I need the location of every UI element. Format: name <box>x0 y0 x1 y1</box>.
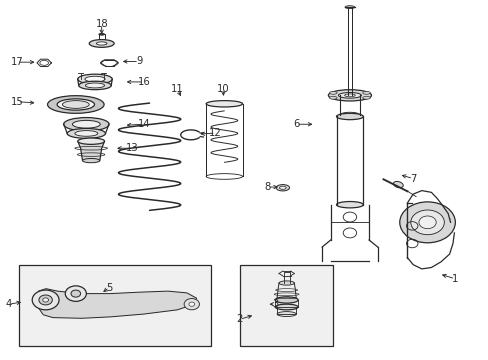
Ellipse shape <box>345 6 354 9</box>
Text: 12: 12 <box>209 128 222 138</box>
Ellipse shape <box>99 33 104 35</box>
Text: 5: 5 <box>106 283 112 293</box>
Text: 17: 17 <box>11 57 24 67</box>
Ellipse shape <box>79 81 111 90</box>
Ellipse shape <box>72 120 100 128</box>
Ellipse shape <box>96 42 107 45</box>
Text: 13: 13 <box>125 143 138 153</box>
Ellipse shape <box>89 40 114 48</box>
Text: 6: 6 <box>292 119 299 129</box>
Text: 2: 2 <box>236 314 243 324</box>
Circle shape <box>42 298 48 302</box>
Circle shape <box>32 290 59 310</box>
Bar <box>19 265 210 346</box>
Circle shape <box>399 202 454 243</box>
Ellipse shape <box>279 281 294 285</box>
Ellipse shape <box>85 76 105 82</box>
Circle shape <box>188 302 194 306</box>
Ellipse shape <box>67 129 105 138</box>
Ellipse shape <box>340 112 359 117</box>
Text: 14: 14 <box>137 119 150 129</box>
Ellipse shape <box>275 304 298 310</box>
Ellipse shape <box>393 181 403 188</box>
Ellipse shape <box>75 131 98 136</box>
Ellipse shape <box>63 118 109 131</box>
Ellipse shape <box>275 297 298 303</box>
Ellipse shape <box>206 100 242 107</box>
Text: 8: 8 <box>264 182 270 192</box>
Circle shape <box>410 210 444 235</box>
Ellipse shape <box>336 113 363 120</box>
Ellipse shape <box>362 91 369 94</box>
Polygon shape <box>38 289 196 318</box>
Text: 9: 9 <box>136 57 142 67</box>
Text: 7: 7 <box>409 174 415 184</box>
Text: 15: 15 <box>11 97 24 107</box>
Text: 1: 1 <box>451 274 458 284</box>
Ellipse shape <box>85 83 104 88</box>
Circle shape <box>418 216 435 229</box>
Ellipse shape <box>279 186 285 189</box>
Circle shape <box>71 290 81 297</box>
Ellipse shape <box>276 185 289 191</box>
Ellipse shape <box>78 138 104 144</box>
Text: 16: 16 <box>137 77 150 87</box>
Text: 4: 4 <box>5 299 12 309</box>
Ellipse shape <box>362 96 369 99</box>
Ellipse shape <box>329 96 336 99</box>
Text: 10: 10 <box>217 84 229 94</box>
Ellipse shape <box>62 101 89 108</box>
Ellipse shape <box>327 90 371 101</box>
Text: 11: 11 <box>171 84 183 94</box>
Text: 18: 18 <box>95 19 108 29</box>
Ellipse shape <box>277 312 296 316</box>
Polygon shape <box>78 141 104 161</box>
Circle shape <box>65 286 86 301</box>
Circle shape <box>39 295 52 305</box>
Ellipse shape <box>338 93 361 98</box>
Ellipse shape <box>336 202 363 208</box>
Text: 3: 3 <box>271 299 278 309</box>
Ellipse shape <box>344 94 354 97</box>
Ellipse shape <box>57 99 94 110</box>
Ellipse shape <box>47 96 104 113</box>
Bar <box>239 265 332 346</box>
Ellipse shape <box>329 91 336 94</box>
Ellipse shape <box>82 158 100 163</box>
Circle shape <box>184 298 199 310</box>
Ellipse shape <box>78 74 112 84</box>
